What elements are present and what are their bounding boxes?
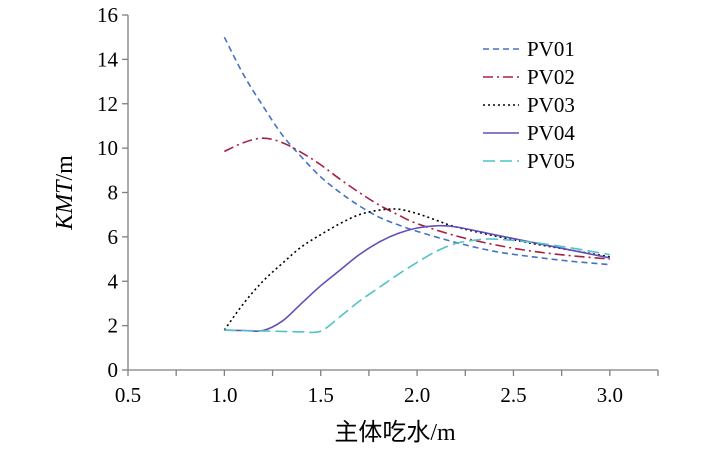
- x-tick-label: 1.5: [308, 383, 334, 407]
- legend-label-pv01: PV01: [527, 37, 575, 61]
- y-tick-label: 0: [108, 358, 119, 382]
- x-tick-label: 3.0: [597, 383, 623, 407]
- y-axis-title: KMT/m: [52, 155, 78, 231]
- y-tick-label: 2: [108, 314, 119, 338]
- series-line-pv02: [224, 137, 610, 260]
- x-tick-label: 0.5: [115, 383, 141, 407]
- x-tick-label: 1.0: [211, 383, 237, 407]
- legend-label-pv03: PV03: [527, 93, 575, 117]
- x-axis-title: 主体吃水/m: [334, 419, 456, 446]
- series-layer: [223, 36, 610, 334]
- series-line-pv04: [224, 224, 610, 333]
- x-tick-label: 2.0: [404, 383, 430, 407]
- y-tick-label: 14: [97, 47, 119, 71]
- series-line-pv03: [223, 208, 610, 331]
- y-axis-title-unit: /m: [52, 155, 78, 181]
- legend-label-pv04: PV04: [527, 121, 575, 145]
- axes: 0 2 4 6 8 10 12 14 16 0.5 1.0 1.5 2.0 2.5 3.0: [97, 3, 659, 407]
- y-tick-label: 6: [108, 225, 119, 249]
- legend: PV01 PV02 PV03 PV04 PV05: [483, 37, 575, 173]
- y-tick-label: 4: [108, 269, 119, 293]
- y-tick-label: 10: [97, 136, 118, 160]
- legend-label-pv05: PV05: [527, 149, 575, 173]
- legend-label-pv02: PV02: [527, 65, 575, 89]
- y-tick-label: 12: [97, 92, 118, 116]
- y-tick-label: 16: [97, 3, 118, 27]
- y-axis-title-italic: KMT: [52, 179, 78, 231]
- y-tick-label: 8: [108, 181, 119, 205]
- x-tick-label: 2.5: [500, 383, 526, 407]
- series-line-pv05: [224, 238, 610, 334]
